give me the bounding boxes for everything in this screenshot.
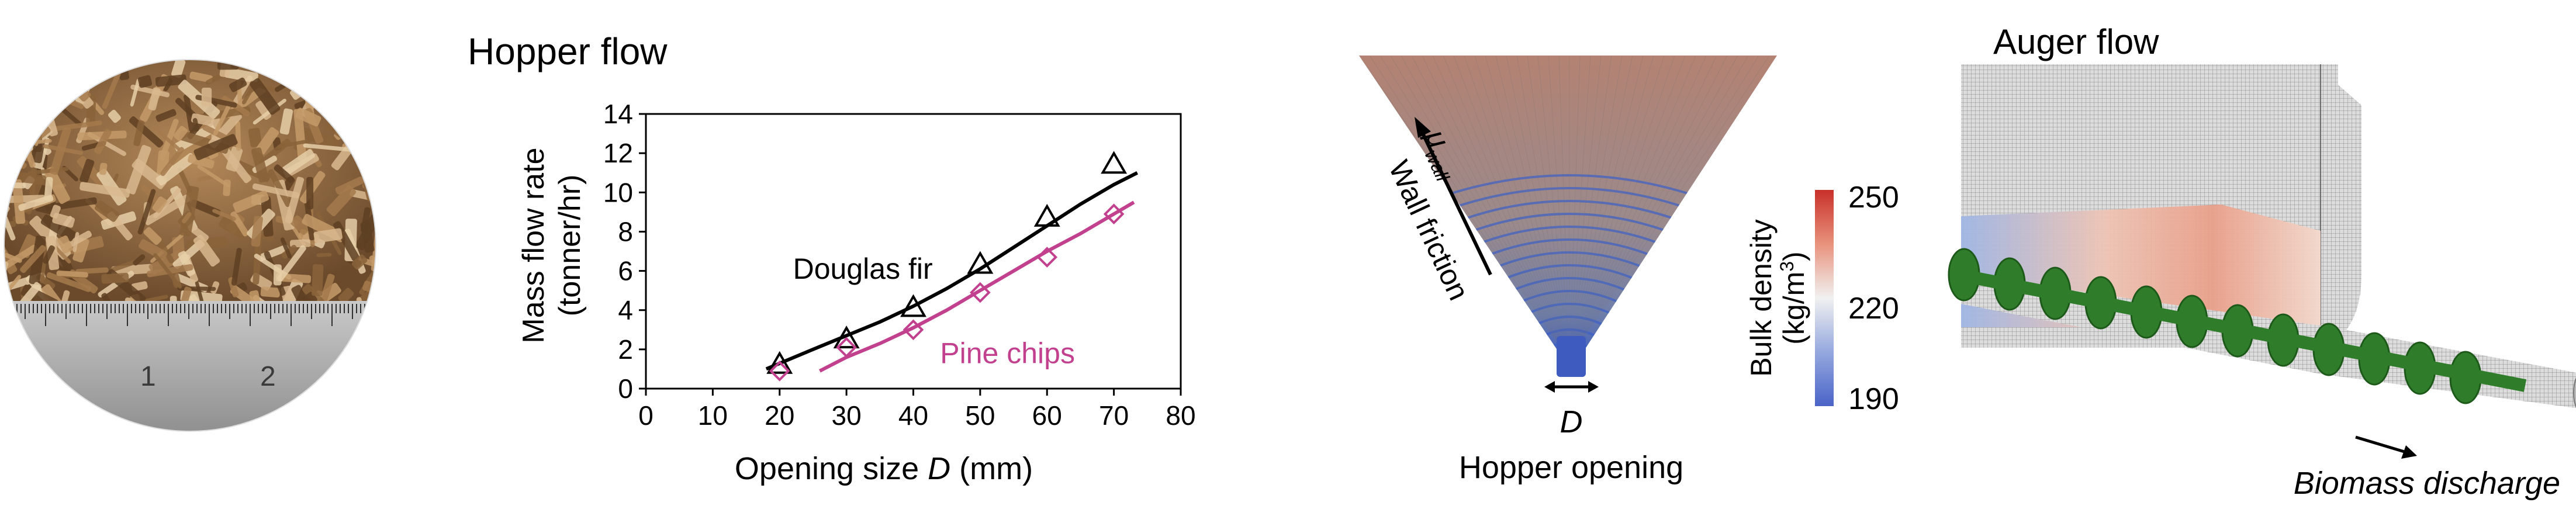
hopper-outlet bbox=[1557, 336, 1586, 377]
x-tick-label: 20 bbox=[765, 400, 794, 431]
x-tick-label: 40 bbox=[898, 400, 928, 431]
x-tick-label: 30 bbox=[832, 400, 862, 431]
colorbar-label: Bulk density (kg/m3) bbox=[1745, 219, 1810, 377]
y-axis-label: Mass flow rate (tonner/hr) bbox=[517, 147, 587, 343]
colorbar-tick-220: 220 bbox=[1848, 292, 1899, 325]
bulk-density-colorbar: 250 220 190 Bulk density (kg/m3) bbox=[1695, 0, 1941, 513]
x-tick-label: 0 bbox=[638, 400, 653, 431]
x-tick-label: 80 bbox=[1166, 400, 1195, 431]
wood-chips-photo-panel: 1 2 bbox=[0, 0, 386, 513]
auger-title: Auger flow bbox=[1993, 22, 2159, 61]
x-tick-label: 60 bbox=[1032, 400, 1062, 431]
wood-chips-photo: 1 2 bbox=[0, 0, 386, 513]
ruler bbox=[0, 301, 386, 441]
ruler-number-1: 1 bbox=[140, 361, 156, 392]
hopper-flow-chart-panel: Hopper flow Mass flow rate (tonner/hr) O… bbox=[444, 0, 1263, 513]
plot-area: 0 10 20 30 40 50 60 70 80 0 2 4 6 8 10 12 14 Douglas fir P… bbox=[603, 99, 1196, 431]
y-tick-label: 12 bbox=[603, 138, 633, 168]
colorbar-tick-250: 250 bbox=[1848, 181, 1899, 214]
series-label: Douglas fir bbox=[793, 252, 933, 285]
discharge-label: Biomass discharge bbox=[2294, 466, 2560, 501]
y-axis-label-line-2: (tonner/hr) bbox=[553, 175, 587, 317]
bulk-density-colorbar-panel: 250 220 190 Bulk density (kg/m3) bbox=[1695, 0, 1941, 513]
opening-arrow-left bbox=[1544, 381, 1555, 393]
y-axis-label-line-1: Mass flow rate bbox=[517, 147, 551, 343]
y-tick-label: 0 bbox=[618, 373, 633, 404]
opening-arrow-right bbox=[1588, 381, 1599, 393]
y-tick-label: 8 bbox=[618, 216, 633, 247]
x-axis-label-suffix: (mm) bbox=[950, 451, 1033, 486]
chart-title: Hopper flow bbox=[468, 30, 668, 72]
x-tick-label: 10 bbox=[698, 400, 728, 431]
series-label: Pine chips bbox=[940, 337, 1075, 369]
colorbar-tick-190: 190 bbox=[1848, 382, 1899, 416]
discharge-arrow bbox=[2356, 437, 2408, 453]
data-point bbox=[1103, 153, 1125, 172]
series-pine-chips: Pine chips bbox=[771, 202, 1134, 380]
x-tick-label: 70 bbox=[1099, 400, 1129, 431]
ruler-number-2: 2 bbox=[260, 361, 276, 392]
colorbar-label-line-2: (kg/m3) bbox=[1776, 251, 1810, 344]
discharge-arrowhead bbox=[2401, 445, 2417, 459]
x-axis-label: Opening size D (mm) bbox=[735, 451, 1033, 486]
auger-simulation-panel: Auger flow Biomass discharge bbox=[1946, 0, 2576, 513]
x-tick-label: 50 bbox=[965, 400, 995, 431]
y-tick-label: 14 bbox=[603, 99, 633, 129]
y-tick-label: 6 bbox=[618, 256, 633, 286]
y-tick-label: 4 bbox=[618, 295, 633, 325]
hopper-flow-chart: Hopper flow Mass flow rate (tonner/hr) O… bbox=[444, 0, 1263, 513]
colorbar-label-line-1: Bulk density bbox=[1745, 219, 1778, 377]
colorbar-gradient bbox=[1815, 190, 1834, 406]
x-axis-label-prefix: Opening size bbox=[735, 451, 928, 486]
y-tick-label: 10 bbox=[603, 177, 633, 207]
plot-frame bbox=[646, 114, 1181, 389]
opening-symbol: D bbox=[1560, 404, 1583, 439]
hopper-caption: Hopper opening bbox=[1459, 450, 1683, 485]
y-tick-label: 2 bbox=[618, 334, 633, 365]
auger-simulation: Auger flow Biomass discharge bbox=[1946, 0, 2576, 513]
x-axis-label-variable: D bbox=[928, 451, 950, 486]
